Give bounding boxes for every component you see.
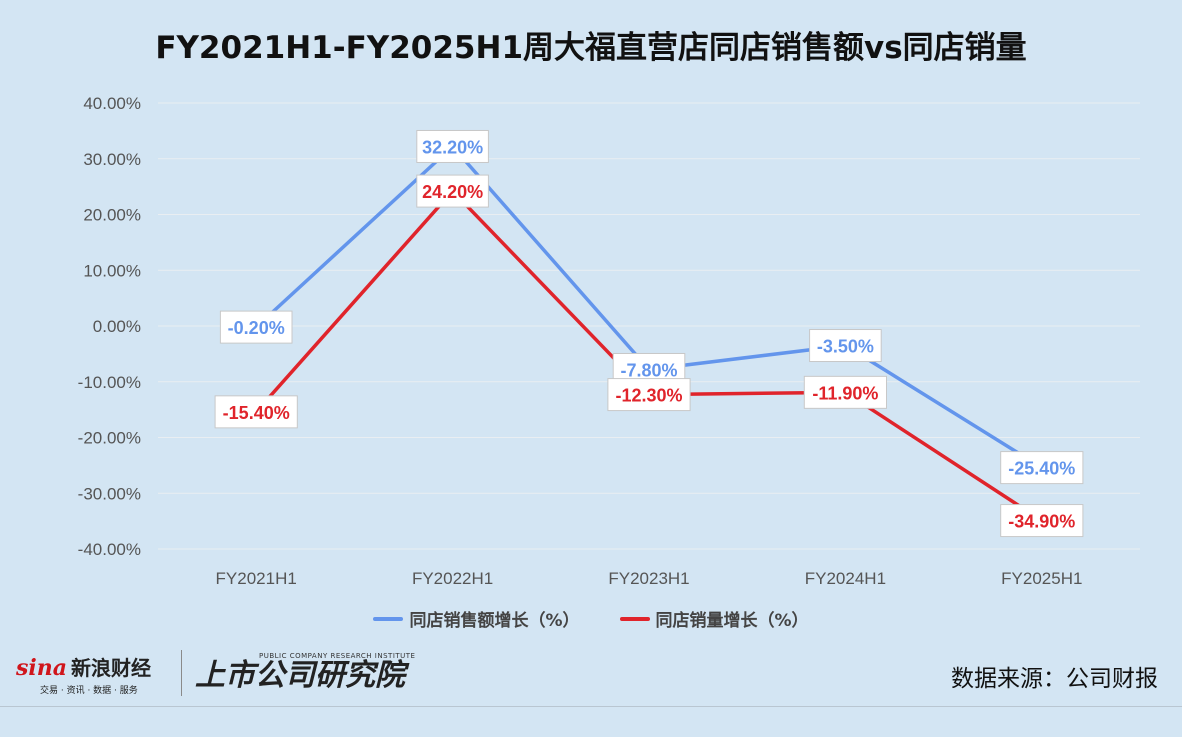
data-label: -3.50% xyxy=(809,329,882,363)
x-tick-label: FY2022H1 xyxy=(412,569,493,588)
x-tick-label: FY2021H1 xyxy=(216,569,297,588)
legend-item-volume: 同店销量增长（%） xyxy=(619,606,809,631)
data-label: 24.20% xyxy=(416,174,489,208)
data-label: -0.20% xyxy=(219,310,293,344)
data-label-box xyxy=(1000,451,1084,485)
data-label-text: -11.90% xyxy=(812,383,878,403)
institute-english-name: PUBLIC COMPANY RESEARCH INSTITUTE xyxy=(259,652,416,660)
data-label: -25.40% xyxy=(1000,451,1084,485)
institute-logo: PUBLIC COMPANY RESEARCH INSTITUTE 上市公司研究… xyxy=(195,652,415,692)
data-label-box xyxy=(416,174,489,208)
sina-subtitle: 交易 · 资讯 · 数据 · 服务 xyxy=(40,686,138,696)
logo-divider xyxy=(181,650,182,696)
y-tick-label: -30.00% xyxy=(78,484,141,503)
x-tick-label: FY2025H1 xyxy=(1001,569,1082,588)
y-tick-label: 30.00% xyxy=(83,150,141,169)
y-tick-label: -10.00% xyxy=(78,373,141,392)
data-label-text: -0.20% xyxy=(228,318,285,338)
data-label: -15.40% xyxy=(214,395,298,429)
y-tick-label: 10.00% xyxy=(83,261,141,280)
sina-brand-text: sina xyxy=(16,655,67,681)
y-tick-label: 20.00% xyxy=(83,206,141,225)
data-label-text: 32.20% xyxy=(422,137,483,157)
data-label-box xyxy=(1000,504,1084,538)
data-label: -34.90% xyxy=(1000,504,1084,538)
data-label-box xyxy=(803,375,887,409)
data-label-text: -3.50% xyxy=(817,337,874,357)
legend-swatch-volume xyxy=(619,616,650,621)
data-label-box xyxy=(214,395,298,429)
legend: 同店销售额增长（%） 同店销量增长（%） xyxy=(0,606,1182,631)
institute-name: 上市公司研究院 xyxy=(195,658,405,693)
legend-label-volume: 同店销量增长（%） xyxy=(655,611,809,631)
data-label: -12.30% xyxy=(607,378,691,412)
legend-item-sales: 同店销售额增长（%） xyxy=(373,606,580,631)
line-chart: 40.00% 30.00% 20.00% 10.00% 0.00% -10.00% -20.… xyxy=(78,94,1140,588)
y-tick-label: 0.00% xyxy=(93,317,141,336)
legend-label-sales: 同店销售额增长（%） xyxy=(409,611,580,631)
data-label-box xyxy=(219,310,293,344)
x-tick-label: FY2024H1 xyxy=(805,569,886,588)
sina-finance-logo: sina 新浪财经 交易 · 资讯 · 数据 · 服务 xyxy=(16,652,151,696)
y-tick-label: -40.00% xyxy=(78,540,141,559)
chart-title: FY2021H1-FY2025H1周大福直营店同店销售额vs同店销量 xyxy=(155,30,1027,66)
x-tick-label: FY2023H1 xyxy=(608,569,689,588)
data-label-text: -7.80% xyxy=(620,360,677,380)
data-source: 数据来源：公司财报 xyxy=(951,666,1158,692)
series-line-1 xyxy=(254,144,1044,470)
y-tick-label: 40.00% xyxy=(83,94,141,113)
y-tick-label: -20.00% xyxy=(78,429,141,448)
data-label-text: -25.40% xyxy=(1008,459,1075,479)
data-label: -11.90% xyxy=(803,375,887,409)
data-label-box xyxy=(607,378,691,412)
data-label-text: -12.30% xyxy=(615,386,682,406)
data-label-text: 24.20% xyxy=(422,182,483,202)
data-label-text: -34.90% xyxy=(1008,512,1075,532)
footer-divider xyxy=(0,706,1182,707)
legend-swatch-sales xyxy=(373,616,404,621)
data-label: 32.20% xyxy=(416,129,489,163)
data-label-box xyxy=(809,329,882,363)
data-label-box xyxy=(416,129,489,163)
data-label-text: -15.40% xyxy=(223,403,290,423)
sina-name-text: 新浪财经 xyxy=(71,656,151,680)
